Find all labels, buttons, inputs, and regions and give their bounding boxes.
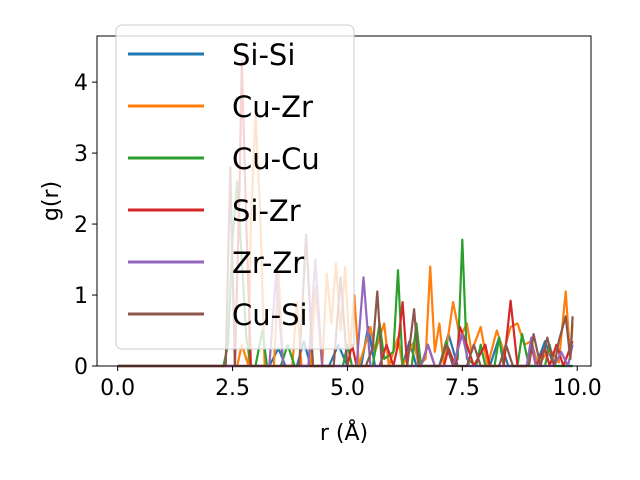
x-tick-label: 5.0 — [330, 376, 365, 401]
legend-label: Zr-Zr — [232, 246, 304, 280]
legend-label: Si-Si — [232, 38, 295, 72]
x-tick-label: 0.0 — [100, 376, 135, 401]
x-tick-label: 10.0 — [553, 376, 602, 401]
legend: Si-Si Cu-Zr Cu-Cu Si-Zr Zr-Zr Cu-Si — [115, 24, 355, 350]
legend-label: Cu-Cu — [232, 142, 320, 176]
x-tick-label: 7.5 — [445, 376, 480, 401]
y-tick-label: 2 — [74, 213, 88, 238]
legend-label: Cu-Si — [232, 298, 308, 332]
x-axis-ticks: 0.0 2.5 5.0 7.5 10.0 — [100, 366, 602, 401]
y-axis-label: g(r) — [39, 181, 64, 221]
y-axis-ticks: 0 1 2 3 4 — [74, 71, 97, 380]
y-tick-label: 3 — [74, 142, 88, 167]
y-tick-label: 1 — [74, 284, 88, 309]
x-axis-label: r (Å) — [320, 419, 368, 446]
y-tick-label: 0 — [74, 355, 88, 380]
y-tick-label: 4 — [74, 71, 88, 96]
legend-label: Cu-Zr — [232, 90, 313, 124]
x-tick-label: 2.5 — [215, 376, 250, 401]
legend-label: Si-Zr — [232, 194, 301, 228]
